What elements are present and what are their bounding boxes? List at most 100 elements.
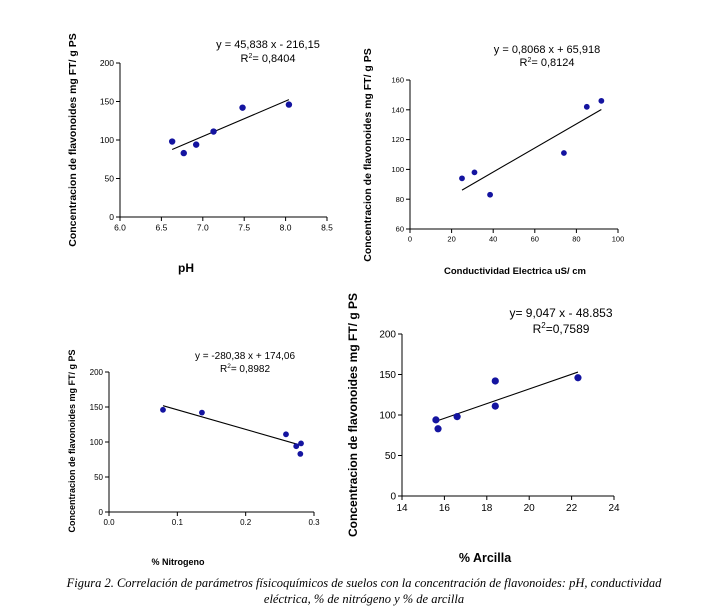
x-tick-label-conductividad-5: 100 — [612, 235, 625, 244]
data-point-ph-1 — [180, 149, 187, 157]
y-tick-label-nitrogeno-0: 0 — [99, 508, 104, 517]
r2-label-conductividad: R — [520, 57, 528, 69]
y-tick-label-arcilla-0: 0 — [390, 492, 396, 503]
ylabel-conductividad: Concentracion de flavonoides mg FT/ g PS — [362, 48, 374, 262]
y-tick-label-ph-0: 0 — [109, 212, 114, 222]
r2-label-arcilla: R — [533, 322, 542, 336]
x-tick-label-ph-1: 6.5 — [155, 223, 167, 233]
x-tick-label-ph-4: 8.0 — [280, 223, 292, 233]
equation-nitrogeno: y = -280,38 x + 174,06 — [195, 351, 296, 362]
data-point-nitrogeno-0 — [160, 406, 166, 413]
data-point-conductividad-3 — [561, 150, 567, 156]
r2-label-nitrogeno: R — [220, 364, 227, 375]
y-tick-label-ph-4: 200 — [100, 58, 114, 68]
ylabel-nitrogeno: Concentracion de flavonoides mg FT/ g PS — [67, 349, 77, 532]
data-point-arcilla-2 — [453, 413, 461, 421]
trendline-ph — [171, 99, 290, 150]
y-tick-label-nitrogeno-3: 150 — [90, 403, 104, 412]
y-tick-label-arcilla-1: 50 — [385, 451, 397, 462]
data-point-nitrogeno-1 — [199, 409, 205, 416]
y-tick-label-conductividad-5: 160 — [391, 76, 404, 85]
x-tick-label-ph-0: 6.0 — [114, 223, 126, 233]
r2-conductividad: R2= 0,8124 — [520, 57, 575, 69]
figure-caption-line2: eléctrica, % de nitrógeno y % de arcilla — [264, 592, 464, 606]
x-tick-label-conductividad-1: 20 — [447, 235, 455, 244]
x-tick-label-nitrogeno-1: 0.1 — [172, 518, 184, 527]
r2-superscript-conductividad: 2 — [527, 57, 531, 64]
data-point-conductividad-0 — [459, 175, 465, 182]
data-point-arcilla-1 — [434, 425, 442, 433]
xlabel-arcilla: % Arcilla — [459, 551, 512, 565]
trendline-nitrogeno — [162, 405, 302, 446]
y-tick-label-nitrogeno-4: 200 — [90, 368, 104, 377]
chart-ph: y = 45,838 x - 216,15 R2= 0,8404 pH Conc… — [67, 33, 333, 275]
r2-value-arcilla: =0,7589 — [546, 322, 590, 336]
data-point-ph-2 — [192, 141, 200, 148]
x-tick-label-nitrogeno-0: 0.0 — [103, 518, 115, 527]
data-point-ph-3 — [210, 128, 217, 135]
equation-conductividad: y = 0,8068 x + 65,918 — [494, 44, 600, 56]
data-point-arcilla-4 — [491, 377, 499, 385]
x-tick-label-ph-3: 7.5 — [238, 223, 250, 233]
r2-nitrogeno: R2= 0,8982 — [220, 363, 271, 375]
x-tick-label-arcilla-2: 18 — [481, 503, 493, 514]
chart-conductividad: y = 0,8068 x + 65,918 R2= 0,8124 Conduct… — [362, 44, 624, 277]
r2-superscript-ph: 2 — [248, 53, 252, 60]
x-tick-label-conductividad-4: 80 — [572, 235, 580, 244]
data-point-conductividad-4 — [583, 103, 590, 110]
data-point-ph-4 — [239, 104, 246, 111]
trendline-arcilla — [435, 371, 579, 422]
x-tick-label-arcilla-0: 14 — [396, 503, 408, 514]
r2-ph: R2= 0,8404 — [241, 53, 296, 65]
chart-nitrogeno: y = -280,38 x + 174,06 R2= 0,8982 % Nitr… — [67, 349, 320, 567]
r2-value-ph: = 0,8404 — [252, 53, 295, 65]
x-tick-label-ph-5: 8.5 — [321, 223, 333, 233]
r2-value-conductividad: = 0,8124 — [531, 57, 574, 69]
y-tick-label-conductividad-3: 120 — [391, 135, 404, 144]
r2-label-ph: R — [241, 53, 249, 65]
figure-caption-line1: Figura 2. Correlación de parámetros físi… — [66, 576, 663, 590]
ylabel-arcilla: Concentracion de flavonoides mg FT/ g PS — [346, 293, 360, 537]
x-tick-label-conductividad-2: 40 — [489, 235, 497, 244]
data-point-conductividad-2 — [487, 191, 493, 198]
xlabel-nitrogeno: % Nitrogeno — [152, 557, 206, 567]
x-tick-label-conductividad-0: 0 — [408, 235, 412, 244]
data-point-nitrogeno-5 — [297, 451, 304, 457]
y-tick-label-arcilla-4: 200 — [379, 330, 396, 341]
x-tick-label-arcilla-5: 24 — [608, 503, 620, 514]
data-point-ph-5 — [285, 101, 293, 108]
y-tick-label-conductividad-2: 100 — [391, 165, 404, 174]
data-point-conductividad-1 — [471, 169, 478, 176]
trendline-conductividad — [461, 109, 602, 191]
data-point-arcilla-3 — [491, 402, 499, 410]
x-tick-label-ph-2: 7.0 — [197, 223, 209, 233]
y-tick-label-conductividad-4: 140 — [391, 105, 404, 114]
y-tick-label-conductividad-0: 60 — [396, 225, 404, 234]
data-point-conductividad-5 — [598, 97, 605, 104]
y-tick-label-ph-2: 100 — [100, 135, 114, 145]
r2-value-nitrogeno: = 0,8982 — [231, 364, 271, 375]
r2-arcilla: R2=0,7589 — [533, 321, 590, 336]
x-tick-label-arcilla-4: 22 — [566, 503, 578, 514]
y-tick-label-ph-1: 50 — [105, 173, 115, 183]
y-tick-label-arcilla-3: 150 — [379, 370, 396, 381]
equation-arcilla: y= 9,047 x - 48.853 — [509, 306, 612, 320]
data-point-nitrogeno-4 — [298, 440, 304, 447]
data-point-arcilla-5 — [574, 374, 582, 382]
x-tick-label-nitrogeno-2: 0.2 — [240, 518, 252, 527]
y-tick-label-arcilla-2: 100 — [379, 411, 396, 422]
r2-superscript-nitrogeno: 2 — [227, 363, 231, 370]
data-point-nitrogeno-2 — [283, 431, 289, 438]
r2-superscript-arcilla: 2 — [541, 321, 546, 330]
y-tick-label-conductividad-1: 80 — [396, 195, 404, 204]
y-tick-label-ph-3: 150 — [100, 96, 114, 106]
x-tick-label-conductividad-3: 60 — [531, 235, 539, 244]
xlabel-conductividad: Conductividad Electrica uS/ cm — [444, 266, 586, 277]
y-tick-label-nitrogeno-2: 100 — [90, 438, 104, 447]
x-tick-label-arcilla-3: 20 — [524, 503, 536, 514]
x-tick-label-arcilla-1: 16 — [439, 503, 451, 514]
chart-arcilla: y= 9,047 x - 48.853 R2=0,7589 % Arcilla … — [346, 293, 620, 565]
data-point-ph-0 — [168, 138, 176, 145]
equation-ph: y = 45,838 x - 216,15 — [216, 39, 320, 51]
